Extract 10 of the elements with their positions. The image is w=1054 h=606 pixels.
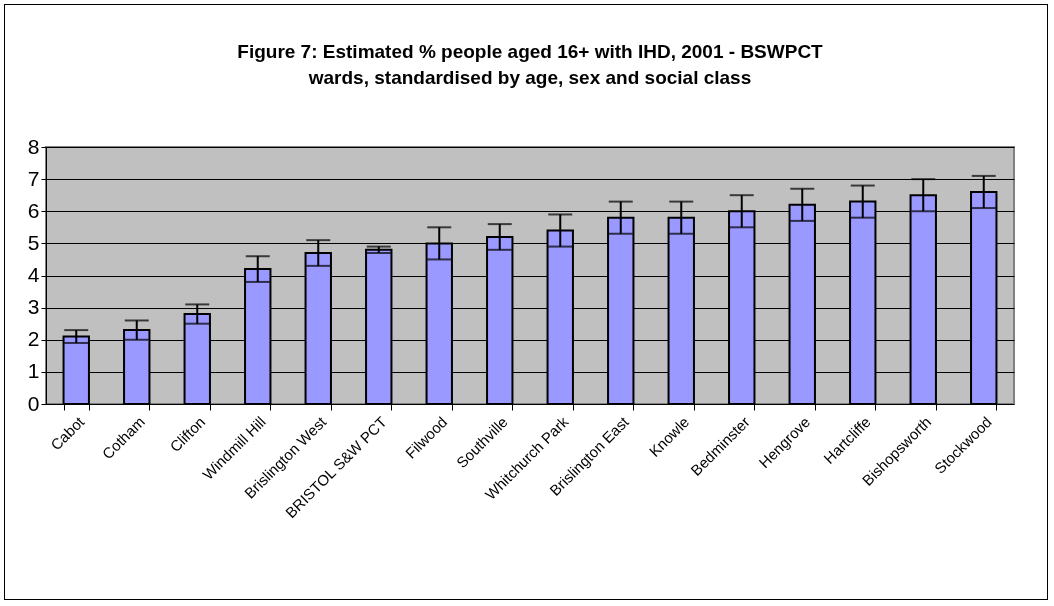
y-tick-label: 6 <box>27 198 40 222</box>
y-tick-label: 0 <box>27 391 40 415</box>
y-tick-label: 4 <box>27 263 40 286</box>
chart-title: Figure 7: Estimated % people aged 16+ with IHD, 2001 - BSWPCT wards, standardised by age, sex and social class <box>237 41 824 88</box>
y-tick-label: 1 <box>27 359 40 383</box>
y-tick-label: 7 <box>27 166 40 190</box>
y-tick-label: 3 <box>27 295 40 319</box>
y-tick-label: 5 <box>27 230 40 254</box>
y-tick-label: 8 <box>27 134 40 158</box>
y-tick-label: 2 <box>27 327 40 351</box>
